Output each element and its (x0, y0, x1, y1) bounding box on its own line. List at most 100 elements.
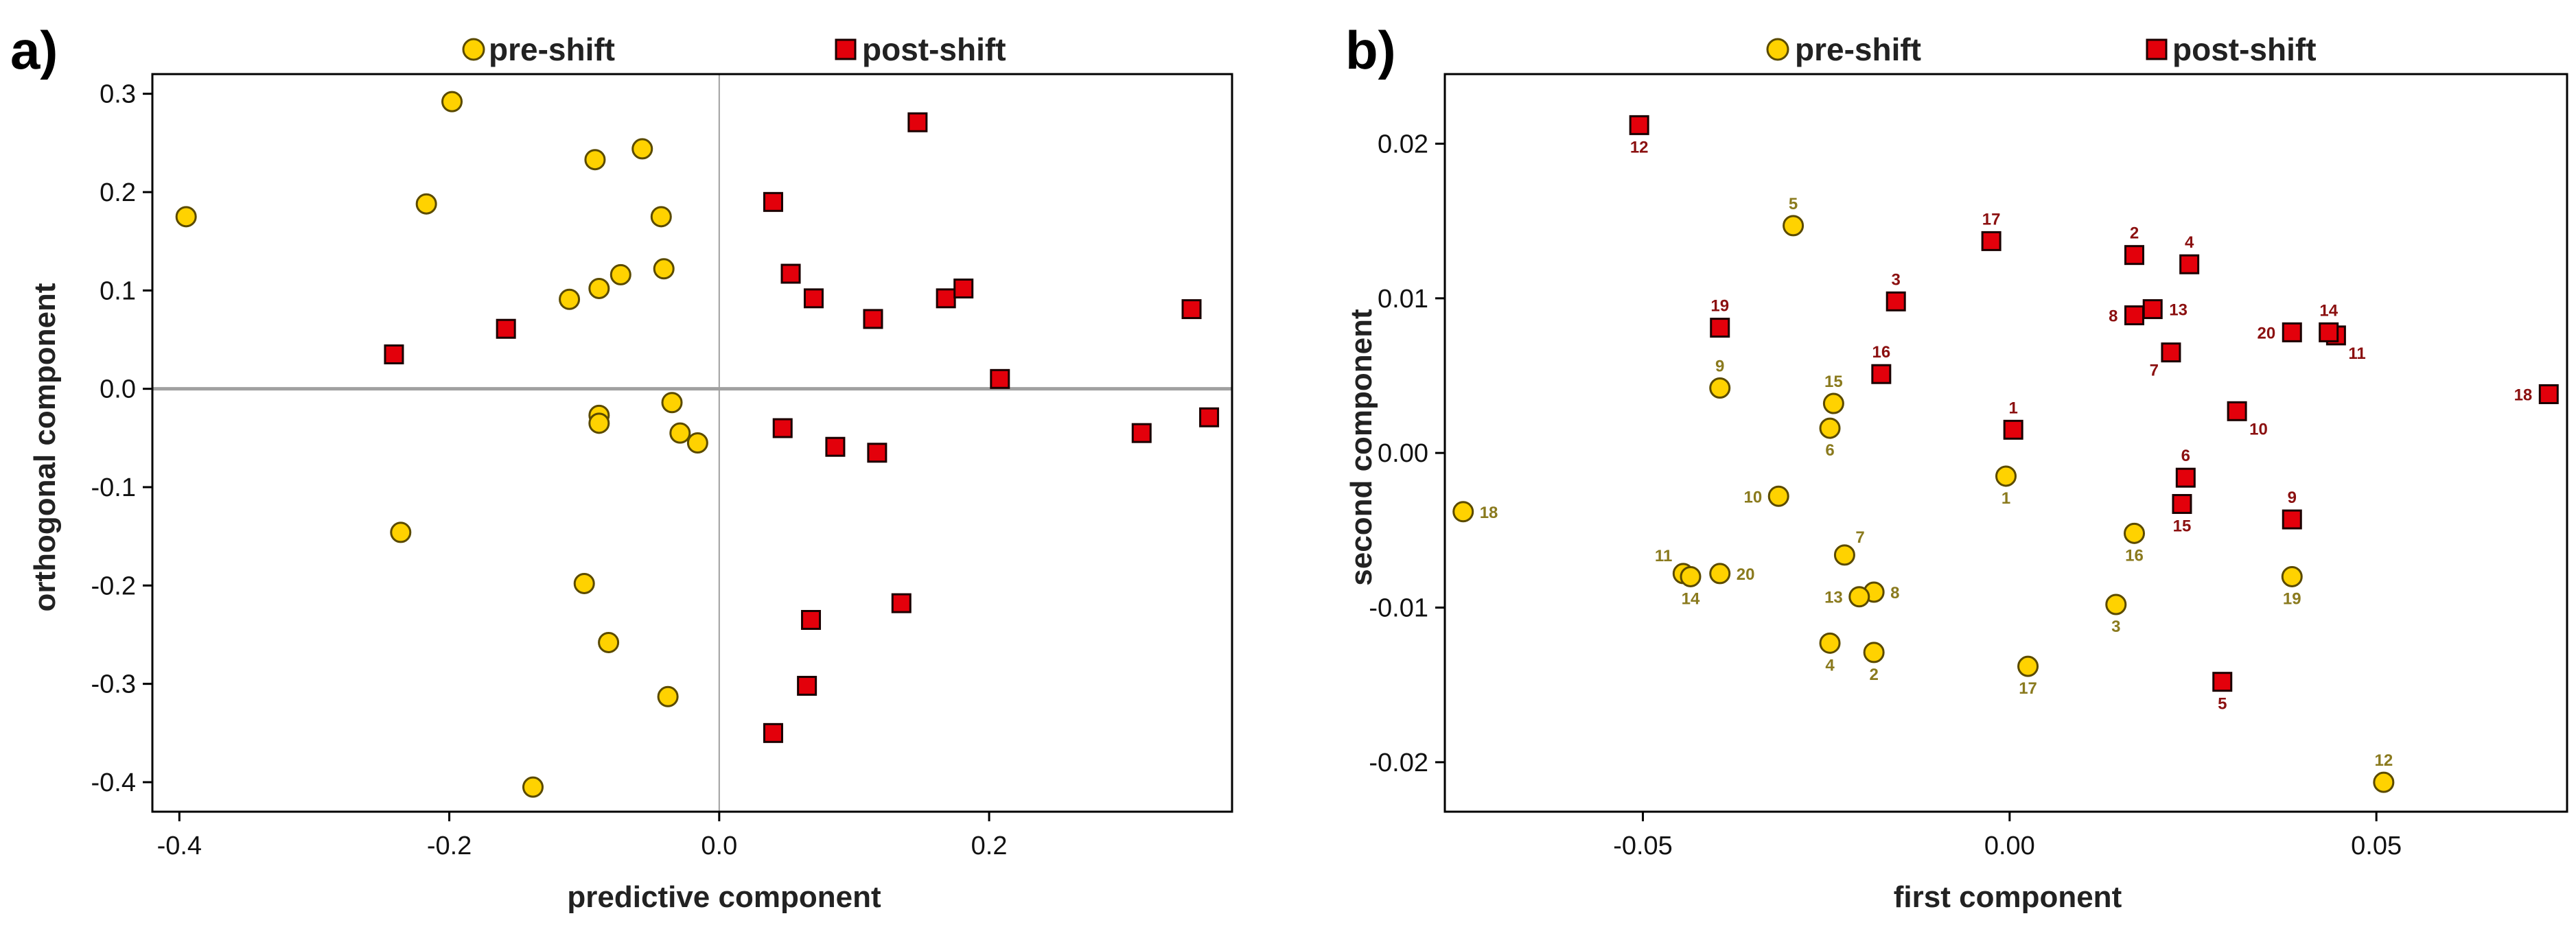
panel-a: a) pre-shift post-shift -0.4 -0.2 0.0 0.2-0… (10, 20, 1233, 914)
panel-b-y-tick-label: 0.00 (1378, 439, 1428, 468)
panel-a-y-tick-label: 0.3 (100, 80, 136, 109)
panel-b-pre-shift-point (1848, 586, 1870, 608)
panel-a-x-axis-title: predictive component (567, 880, 881, 914)
panel-b: b) pre-shift post-shift -0.05 0.00 0.05 -0.… (1345, 20, 2568, 914)
panel-b-y-tick-label: 0.02 (1378, 130, 1428, 158)
panel-a-post-shift-point (863, 309, 883, 329)
panel-b-post-shift-point (2003, 419, 2023, 440)
panel-b-post-shift-point-label: 14 (2319, 301, 2338, 320)
panel-b-post-shift-point (1871, 364, 1892, 384)
panel-b-post-shift-point-label: 13 (2169, 301, 2188, 320)
panel-a-pre-shift-point (631, 138, 653, 160)
panel-a-post-shift-point (763, 191, 783, 212)
panel-b-pre-shift-point (1819, 417, 1841, 439)
panel-b-post-shift-point (1885, 291, 1906, 312)
panel-a-y-tick-label: 0.2 (100, 178, 136, 207)
panel-b-post-shift-point-label: 3 (1892, 270, 1901, 289)
panel-a-pre-shift-point (390, 521, 412, 543)
panel-b-pre-shift-point (1995, 465, 2017, 487)
panel-b-pre-shift-point (1783, 215, 1805, 237)
panel-a-legend-post-label: post-shift (862, 32, 1006, 67)
panel-a-post-shift-point (936, 288, 956, 309)
panel-b-post-shift-point-label: 16 (1872, 343, 1890, 362)
panel-b-post-shift-point-label: 18 (2514, 386, 2533, 405)
panel-b-post-shift-point-label: 19 (1710, 297, 1729, 316)
panel-b-pre-shift-point (2373, 771, 2395, 793)
panel-a-plot-frame (151, 73, 1233, 813)
panel-b-pre-shift-point (2281, 565, 2303, 587)
panel-b-post-shift-point-label: 2 (2130, 224, 2139, 243)
panel-b-post-shift-point (2172, 494, 2192, 515)
panel-b-post-shift-point-label: 4 (2185, 233, 2194, 252)
panel-b-pre-shift-point (1767, 485, 1789, 507)
panel-b-label: b) (1345, 20, 1396, 80)
panel-b-pre-shift-point-label: 8 (1890, 584, 1899, 602)
panel-b-pre-shift-point-label: 4 (1825, 656, 1835, 674)
panel-b-legend-post-label: post-shift (2172, 32, 2317, 67)
panel-b-pre-shift-point (2124, 522, 2146, 544)
panel-b-x-tick-label: 0.00 (1984, 832, 2035, 860)
panel-b-post-shift-point (1629, 115, 1649, 135)
panel-a-pre-shift-point (175, 206, 197, 228)
panel-b-legend-post-marker (2146, 38, 2168, 60)
panel-a-post-shift-point (763, 722, 783, 743)
panel-b-post-shift-point-label: 5 (2218, 695, 2227, 714)
panel-b-x-tick-label: 0.05 (2351, 832, 2402, 860)
panel-b-pre-shift-point (1822, 392, 1844, 414)
panel-a-x-tick-label: -0.4 (157, 832, 202, 860)
panel-a-legend-post-marker (835, 38, 857, 60)
panel-a-pre-shift-point (441, 91, 463, 113)
panel-b-post-shift-point (2282, 322, 2302, 342)
panel-a-post-shift-point (825, 436, 846, 457)
panel-a-post-shift-point (907, 112, 928, 132)
panel-b-post-shift-point-label: 11 (2348, 344, 2365, 363)
panel-a-pre-shift-point (522, 776, 544, 798)
panel-b-post-shift-point (2142, 299, 2163, 320)
panel-b-pre-shift-point (2017, 655, 2039, 677)
panel-b-x-axis-title: first component (1894, 880, 2122, 914)
panel-b-y-tick-label: -0.02 (1369, 749, 1428, 777)
panel-b-pre-shift-point-label: 19 (2283, 589, 2301, 608)
panel-a-legend-pre-marker (462, 38, 485, 61)
panel-b-legend-pre-label: pre-shift (1795, 32, 1921, 67)
panel-a-pre-shift-point (657, 685, 679, 707)
panel-a-post-shift-point (496, 318, 516, 339)
panel-a-legend: pre-shift post-shift (462, 32, 1006, 67)
panel-b-pre-shift-point (1452, 501, 1474, 523)
panel-a-y-tick-label: -0.3 (91, 670, 136, 699)
panel-b-pre-shift-point-label: 20 (1737, 565, 1755, 584)
panel-b-post-shift-point-label: 10 (2249, 420, 2268, 438)
panel-b-pre-shift-point-label: 17 (2019, 679, 2037, 698)
panel-a-post-shift-point (772, 418, 793, 438)
panel-b-pre-shift-point-label: 11 (1655, 547, 1672, 565)
panel-b-post-shift-point-label: 6 (2181, 447, 2190, 465)
panel-b-plot-frame (1443, 73, 2568, 813)
panel-b-pre-shift-point (1819, 632, 1841, 654)
panel-a-y-tick-label: 0.1 (100, 277, 136, 305)
panel-b-post-shift-point-label: 17 (1982, 210, 2001, 228)
panel-b-pre-shift-point-label: 5 (1789, 195, 1798, 213)
panel-b-legend-pre-marker (1766, 38, 1789, 61)
panel-a-pre-shift-point (686, 432, 708, 454)
panel-a-post-shift-point (384, 344, 404, 364)
panel-b-post-shift-point (2227, 401, 2247, 421)
panel-b-y-axis-title: second component (1345, 309, 1378, 586)
panel-b-y-tick-label: 0.01 (1378, 285, 1428, 314)
panel-a-x-tick-label: 0.0 (701, 832, 737, 860)
panel-b-post-shift-point (2124, 245, 2145, 266)
panel-b-pre-shift-point-label: 9 (1715, 357, 1724, 375)
panel-b-pre-shift-point (2105, 594, 2127, 615)
panel-a-x-tick-label: 0.2 (971, 832, 1008, 860)
panel-b-pre-shift-point-label: 2 (1869, 666, 1878, 684)
panel-a-pre-shift-point (588, 277, 610, 299)
panel-b-pre-shift-point-label: 3 (2111, 618, 2120, 636)
panel-b-pre-shift-point-label: 15 (1824, 373, 1843, 391)
panel-a-pre-shift-point (669, 422, 691, 444)
panel-b-post-shift-point (1981, 231, 2001, 251)
panel-b-post-shift-point-label: 15 (2173, 517, 2192, 536)
panel-a-plot-area: -0.4 -0.2 0.0 0.2 -0.4 -0.3 -0.2 -0.1 0.0 0.1 0.2 0… (91, 73, 1233, 860)
panel-a-pre-shift-point (415, 193, 437, 215)
panel-a-post-shift-point (801, 610, 822, 630)
panel-a-legend-pre-label: pre-shift (489, 32, 615, 67)
